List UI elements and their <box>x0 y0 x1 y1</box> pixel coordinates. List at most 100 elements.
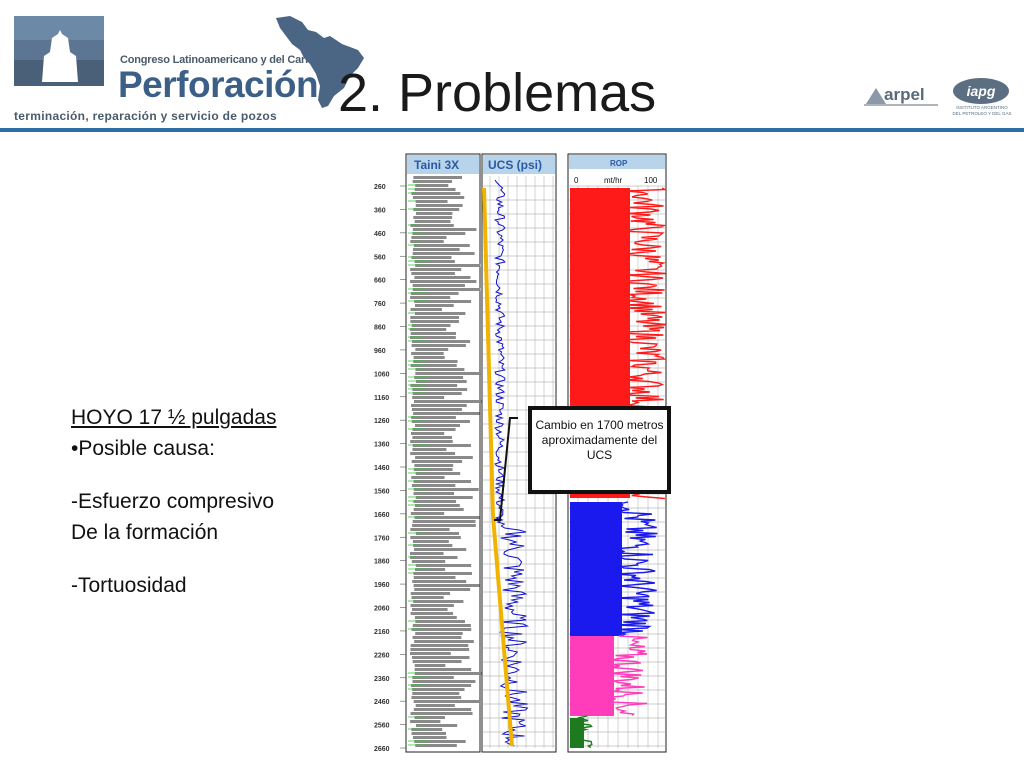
lithology-band <box>412 248 460 251</box>
depth-label: 1960 <box>374 582 390 589</box>
lithology-band <box>411 628 472 631</box>
lithology-band <box>413 176 463 179</box>
lithology-band <box>411 560 446 563</box>
lithology-band <box>411 344 466 347</box>
lithology-band <box>411 684 472 687</box>
rop-bottom-curve <box>577 715 593 749</box>
lithology-band <box>411 728 443 731</box>
lithology-band <box>410 308 442 311</box>
depth-label: 360 <box>374 207 386 214</box>
latin-america-map-icon <box>276 16 364 108</box>
depth-label: 760 <box>374 301 386 308</box>
lithology-band <box>415 532 460 535</box>
depth-label: 1860 <box>374 559 390 566</box>
rop-middle-curve <box>616 501 658 637</box>
depth-label: 2460 <box>374 699 390 706</box>
congress-logo: Congreso Latinoamericano y del Caribe de… <box>14 14 359 123</box>
lithology-band <box>415 704 455 707</box>
lithology-band <box>410 432 445 435</box>
ucs-curve <box>493 179 530 747</box>
lithology-band <box>413 360 458 363</box>
lithology-band <box>415 200 448 203</box>
lithology-band <box>410 652 451 655</box>
possible-cause-bullet: •Posible causa: <box>71 437 215 460</box>
depth-label: 1760 <box>374 535 390 542</box>
rop-middle-fill <box>570 502 622 636</box>
lithology-band <box>410 440 453 443</box>
lithology-band <box>410 292 459 295</box>
lithology-band <box>410 612 454 615</box>
lithology-band <box>412 736 447 739</box>
lithology-band <box>412 232 466 235</box>
lithology-band <box>415 264 481 267</box>
lithology-band <box>415 212 453 215</box>
lithology-band <box>411 484 456 487</box>
lithology-band <box>411 732 447 735</box>
lithology-band <box>410 648 470 651</box>
lithology-band <box>412 448 447 451</box>
lithology-band <box>412 520 476 523</box>
depth-label: 260 <box>374 184 386 191</box>
lithology-band <box>410 452 456 455</box>
lithology-band <box>410 512 445 515</box>
lithology-band <box>414 220 451 223</box>
lithology-band <box>412 428 456 431</box>
lithology-band <box>410 336 456 339</box>
ucs-change-bracket <box>494 417 518 521</box>
lithology-band <box>412 444 471 447</box>
lithology-band <box>411 460 463 463</box>
lithology-band <box>410 644 469 647</box>
lithology-band <box>413 480 472 483</box>
lithology-band <box>413 356 445 359</box>
rop-bottom-fill <box>570 718 584 748</box>
lithology-band <box>415 632 463 635</box>
depth-label: 960 <box>374 348 386 355</box>
well-log-chart: Taini 3X UCS (psi) ROP 0 mt/hr 100 260 36… <box>374 153 667 753</box>
depth-label: 460 <box>374 231 386 238</box>
lithology-band <box>414 188 456 191</box>
lithology-band <box>412 540 449 543</box>
drilling-rig-logo-icon <box>14 16 104 86</box>
lithology-band <box>413 708 472 711</box>
lithology-band <box>413 244 470 247</box>
lithology-band <box>414 716 445 719</box>
lithology-band <box>414 516 480 519</box>
depth-label: 2560 <box>374 723 390 730</box>
lithology-header-bg <box>407 155 479 174</box>
lithology-band <box>410 296 451 299</box>
ucs-trend-lower <box>491 515 514 747</box>
lithology-band <box>412 436 452 439</box>
lithology-band <box>415 368 465 371</box>
lithology-band <box>414 664 446 667</box>
lithology-band <box>414 424 461 427</box>
rop-pink-curve <box>608 635 648 716</box>
lithology-band <box>412 284 465 287</box>
lithology-band <box>414 504 460 507</box>
lithology-band <box>415 744 457 747</box>
lithology-band <box>412 196 465 199</box>
lithology-band <box>415 496 473 499</box>
rop-header-bg <box>569 155 665 169</box>
lithology-band <box>413 488 479 491</box>
lithology-band <box>413 500 457 503</box>
lithology-band <box>410 364 457 367</box>
slide-title: 2. Problemas <box>338 63 657 123</box>
lithology-band <box>410 556 458 559</box>
depth-label: 1260 <box>374 418 390 425</box>
lithology-band <box>415 184 449 187</box>
lithology-band <box>415 456 473 459</box>
lithology-band <box>410 720 441 723</box>
lithology-band <box>411 256 452 259</box>
lithology-band <box>412 660 462 663</box>
lithology-band <box>412 624 471 627</box>
lithology-band <box>414 668 472 671</box>
lithology-band <box>414 588 471 591</box>
lithology-band <box>414 260 455 263</box>
lithology-band <box>413 600 464 603</box>
lithology-band <box>415 348 449 351</box>
arpel-logo-icon <box>864 88 938 106</box>
cause-item-compressive: -Esfuerzo compresivo <box>71 490 275 513</box>
lithology-band <box>414 300 472 303</box>
lithology-band <box>412 288 481 291</box>
lithology-band <box>415 204 463 207</box>
